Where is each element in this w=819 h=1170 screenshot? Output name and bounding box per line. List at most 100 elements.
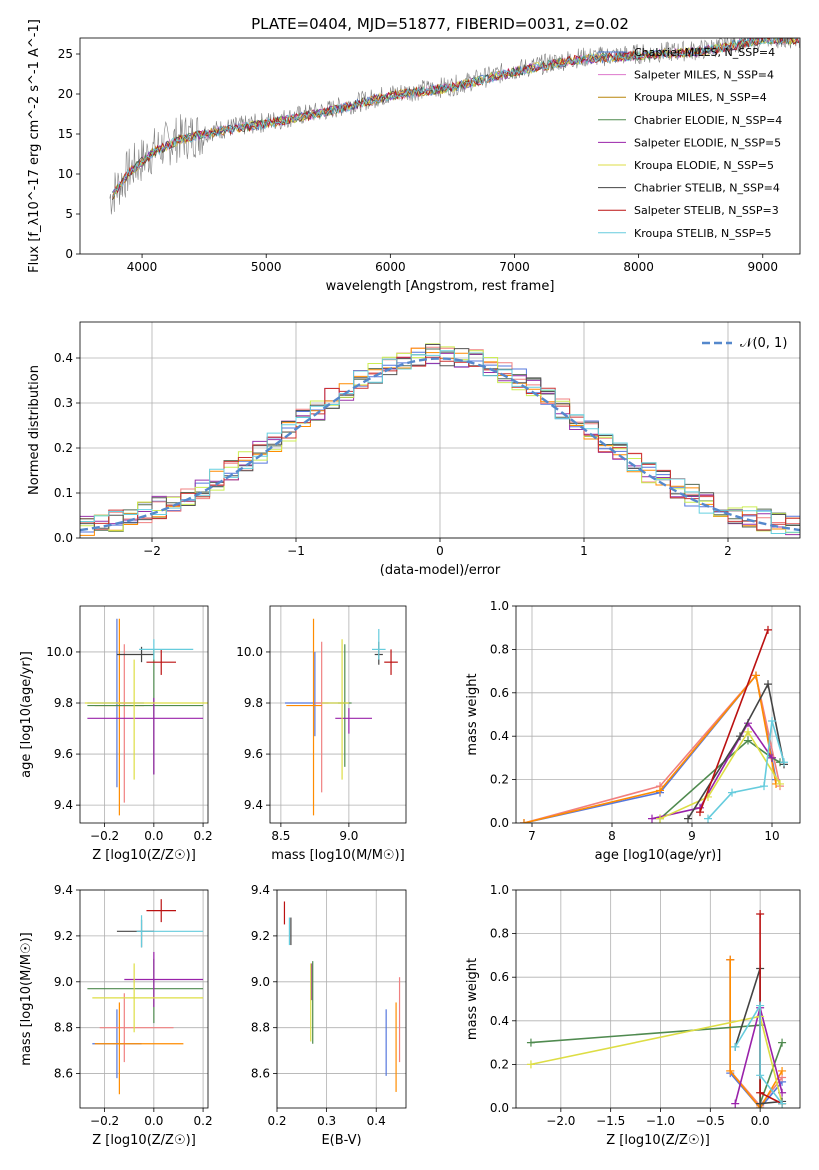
plot-area — [87, 899, 204, 1095]
weight-point-marker — [726, 955, 735, 964]
y-axis-label: age [log10(age/yr)] — [19, 651, 34, 778]
y-tick-label: 0.8 — [490, 927, 509, 941]
y-tick-label: 5 — [65, 207, 73, 221]
weight-point-marker — [768, 717, 776, 726]
axes-frame — [79, 321, 801, 539]
weight-point-marker — [778, 1066, 787, 1075]
y-tick-label: 0 — [65, 247, 73, 261]
spectrum-panel: 4000 5000 6000 7000 8000 9000 0 5 10 15 20 25 wavele… — [27, 19, 801, 294]
legend-label: Chabrier ELODIE, N_SSP=4 — [634, 114, 782, 127]
y-tick-label: 9.8 — [54, 696, 73, 710]
y-tick-label: 0.2 — [54, 441, 73, 455]
y-tick-label: 0.2 — [490, 773, 509, 787]
y-tick-label: 0.4 — [54, 351, 73, 365]
x-axis-label: Z [log10(Z/Z☉)] — [92, 848, 196, 863]
weight-series-line — [699, 629, 769, 813]
plot-area — [84, 618, 208, 816]
y-tick-label: 0.0 — [54, 531, 73, 545]
y-tick-label: 1.0 — [490, 599, 509, 613]
y-tick-label: 9.4 — [54, 883, 73, 897]
weight-point-marker — [756, 1001, 765, 1010]
y-tick-label: 10.0 — [46, 645, 73, 659]
weight-point-marker — [780, 758, 788, 767]
legend-label: Kroupa MILES, N_SSP=4 — [634, 91, 767, 104]
x-axis-label: age [log10(age/yr)] — [595, 848, 722, 863]
y-tick-label: 9.4 — [251, 883, 270, 897]
weight-point-marker — [520, 819, 528, 823]
x-tick-label: 8 — [608, 829, 616, 843]
y-axis-label: mass weight — [465, 673, 480, 755]
x-tick-label: 0.0 — [144, 829, 163, 843]
weight-point-marker — [744, 727, 752, 736]
weight-point-marker — [756, 1099, 765, 1108]
x-tick-label: 0.2 — [267, 1114, 286, 1128]
legend-label: 𝒩(0, 1) — [740, 336, 787, 351]
y-tick-label: 0.3 — [54, 396, 73, 410]
weight-point-marker — [776, 779, 784, 788]
weight-series-line — [651, 721, 773, 820]
y-tick-label: 9.4 — [54, 798, 73, 812]
x-tick-label: −1.5 — [596, 1114, 625, 1128]
legend-label: Chabrier STELIB, N_SSP=4 — [634, 182, 780, 195]
y-tick-label: 9.0 — [54, 975, 73, 989]
legend-label: Kroupa STELIB, N_SSP=5 — [634, 227, 772, 240]
weight-series-line — [523, 673, 781, 823]
weight-point-marker — [704, 814, 712, 823]
legend-label: Kroupa ELODIE, N_SSP=5 — [634, 159, 774, 172]
x-tick-label: 0.0 — [144, 1114, 163, 1128]
age-weight-panel: 7 8 9 10 0.0 0.2 0.4 0.6 0.8 1.0 age [log10(age/yr… — [465, 599, 801, 863]
y-tick-label: 0.6 — [490, 686, 509, 700]
figure-title: PLATE=0404, MJD=51877, FIBERID=0031, z=0… — [251, 15, 629, 33]
z-mass-panel: −0.2 0.0 0.2 8.6 8.8 9.0 9.2 9.4 Z [log10(Z/Z☉)]… — [19, 883, 213, 1148]
weight-point-marker — [648, 814, 656, 823]
y-tick-label: 0.2 — [490, 1057, 509, 1071]
weight-point-marker — [736, 732, 744, 741]
x-tick-label: −2.0 — [546, 1114, 575, 1128]
ebv-mass-panel: 0.2 0.3 0.4 8.6 8.8 9.0 9.2 9.4 E(B-V) — [251, 883, 407, 1148]
residuals-panel: −2 −1 0 1 2 0.0 0.1 0.2 0.3 0.4 (data-model)/error… — [27, 321, 801, 578]
weight-point-marker — [756, 1088, 765, 1097]
y-tick-label: 0.0 — [490, 1101, 509, 1115]
y-tick-label: 9.6 — [54, 747, 73, 761]
x-tick-label: 9000 — [747, 260, 778, 274]
y-tick-label: 0.6 — [490, 970, 509, 984]
legend-label: Salpeter MILES, N_SSP=4 — [634, 69, 774, 82]
legend-label: Chabrier MILES, N_SSP=4 — [634, 46, 775, 59]
y-tick-label: 0.1 — [54, 486, 73, 500]
plot-area — [109, 38, 800, 215]
weight-point-marker — [656, 786, 664, 795]
axes-frame — [79, 37, 801, 255]
x-axis-label: (data-model)/error — [380, 563, 501, 578]
y-tick-label: 0.0 — [490, 816, 509, 830]
x-tick-label: 0.2 — [194, 829, 213, 843]
legend-label: Salpeter STELIB, N_SSP=3 — [634, 204, 779, 217]
x-tick-label: −0.2 — [90, 829, 119, 843]
z-age-panel: −0.2 0.0 0.2 9.4 9.6 9.8 10.0 Z [log10(Z/Z☉)] ag… — [19, 605, 213, 863]
axes-frame — [515, 605, 801, 824]
axes-frame — [515, 889, 801, 1109]
plot-area — [526, 909, 787, 1108]
weight-point-marker — [696, 808, 704, 817]
x-axis-label: E(B-V) — [321, 1133, 361, 1148]
weight-series-line — [659, 730, 781, 820]
x-tick-label: 0.2 — [194, 1114, 213, 1128]
z-weight-panel: −2.0 −1.5 −1.0 −0.5 0.0 0.0 0.2 0.4 0.6 0.8 1.0 Z [… — [465, 883, 801, 1148]
axes-frame — [79, 605, 209, 824]
x-tick-label: 0 — [436, 544, 444, 558]
weight-point-marker — [731, 1042, 740, 1051]
x-axis-label: wavelength [Angstrom, rest frame] — [326, 279, 555, 294]
weight-point-marker — [731, 1099, 740, 1108]
model-spectrum-line — [111, 38, 800, 197]
x-tick-label: 1 — [580, 544, 588, 558]
mass-age-panel: 8.5 9.0 9.4 9.6 9.8 10.0 mass [log10(M/M☉)] — [236, 605, 407, 863]
weight-series-line — [734, 1002, 783, 1105]
weight-series-line — [659, 739, 781, 820]
x-tick-label: 6000 — [375, 260, 406, 274]
x-tick-label: 8000 — [623, 260, 654, 274]
weight-point-marker — [768, 753, 776, 762]
x-tick-label: 0.4 — [367, 1114, 386, 1128]
y-tick-label: 8.6 — [54, 1067, 73, 1081]
y-tick-label: 8.8 — [251, 1021, 270, 1035]
x-tick-label: 0.3 — [317, 1114, 336, 1128]
x-tick-label: 7 — [528, 829, 536, 843]
